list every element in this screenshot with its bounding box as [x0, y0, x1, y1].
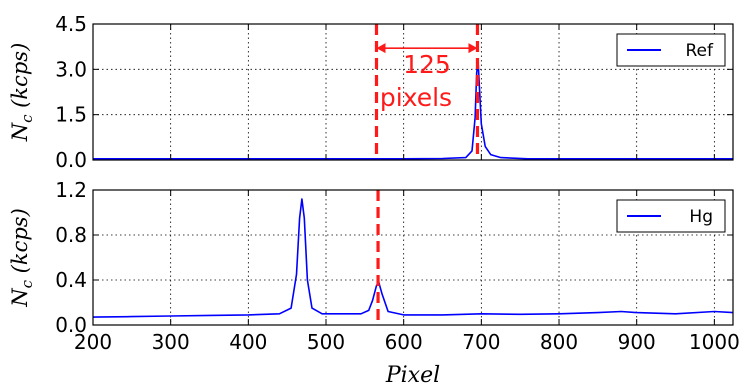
ref-legend: Ref [616, 33, 726, 67]
ref-y-tick-label: 4.5 [55, 12, 87, 36]
x-axis-label: Pixel [385, 363, 440, 388]
hg-ticks: 200 300 400 500 600 700 800 900 1000 0.0 0.4 0.8 1.2 [55, 178, 740, 354]
hg-series-line [92, 198, 734, 318]
ref-ticks: 0.0 1.5 3.0 4.5 [55, 12, 733, 172]
span-annotation-unit: pixels [380, 83, 452, 112]
hg-y-tick-label: 1.2 [55, 178, 87, 202]
span-arrow-head-left [376, 43, 386, 54]
ref-series-group [93, 62, 733, 160]
x-tick-label: 900 [618, 330, 656, 354]
hg-y-tick-label: 0.4 [55, 268, 87, 292]
hg-y-tick-label: 0.0 [55, 313, 87, 337]
hg-legend: Hg [616, 199, 726, 233]
ref-y-tick-label: 1.5 [55, 103, 87, 127]
hg-axes-frame [92, 189, 734, 326]
x-tick-label: 500 [307, 330, 345, 354]
hg-legend-label: Hg [689, 207, 713, 227]
span-arrow-head-right [468, 43, 478, 54]
ref-y-tick-label: 3.0 [55, 57, 87, 81]
ref-axes-frame [92, 23, 734, 161]
x-tick-label: 600 [385, 330, 423, 354]
ref-y-tick-label: 0.0 [55, 148, 87, 172]
hg-y-tick-label: 0.8 [55, 223, 87, 247]
ref-annotation-group: 125 pixels [374, 24, 480, 160]
hg-legend-box [616, 199, 726, 233]
x-tick-label: 200 [74, 330, 112, 354]
ref-y-axis-label: Nc (kcps) [8, 43, 36, 143]
hg-series-group [92, 198, 734, 318]
x-tick-label: 1000 [689, 330, 740, 354]
x-tick-label: 400 [229, 330, 267, 354]
x-tick-label: 700 [462, 330, 500, 354]
x-tick-label: 300 [152, 330, 190, 354]
hg-panel: 200 300 400 500 600 700 800 900 1000 0.0 0.4 0.8 1.2… [8, 178, 740, 388]
span-annotation-number: 125 [403, 50, 451, 79]
x-tick-label: 800 [540, 330, 578, 354]
ref-panel: 125 pixels 0.0 1.5 3.0 4.5 Nc (kcps) Ref [8, 12, 734, 172]
hg-y-axis-label: Nc (kcps) [8, 208, 36, 308]
ref-legend-label: Ref [686, 41, 715, 61]
ref-series-line [93, 62, 733, 160]
